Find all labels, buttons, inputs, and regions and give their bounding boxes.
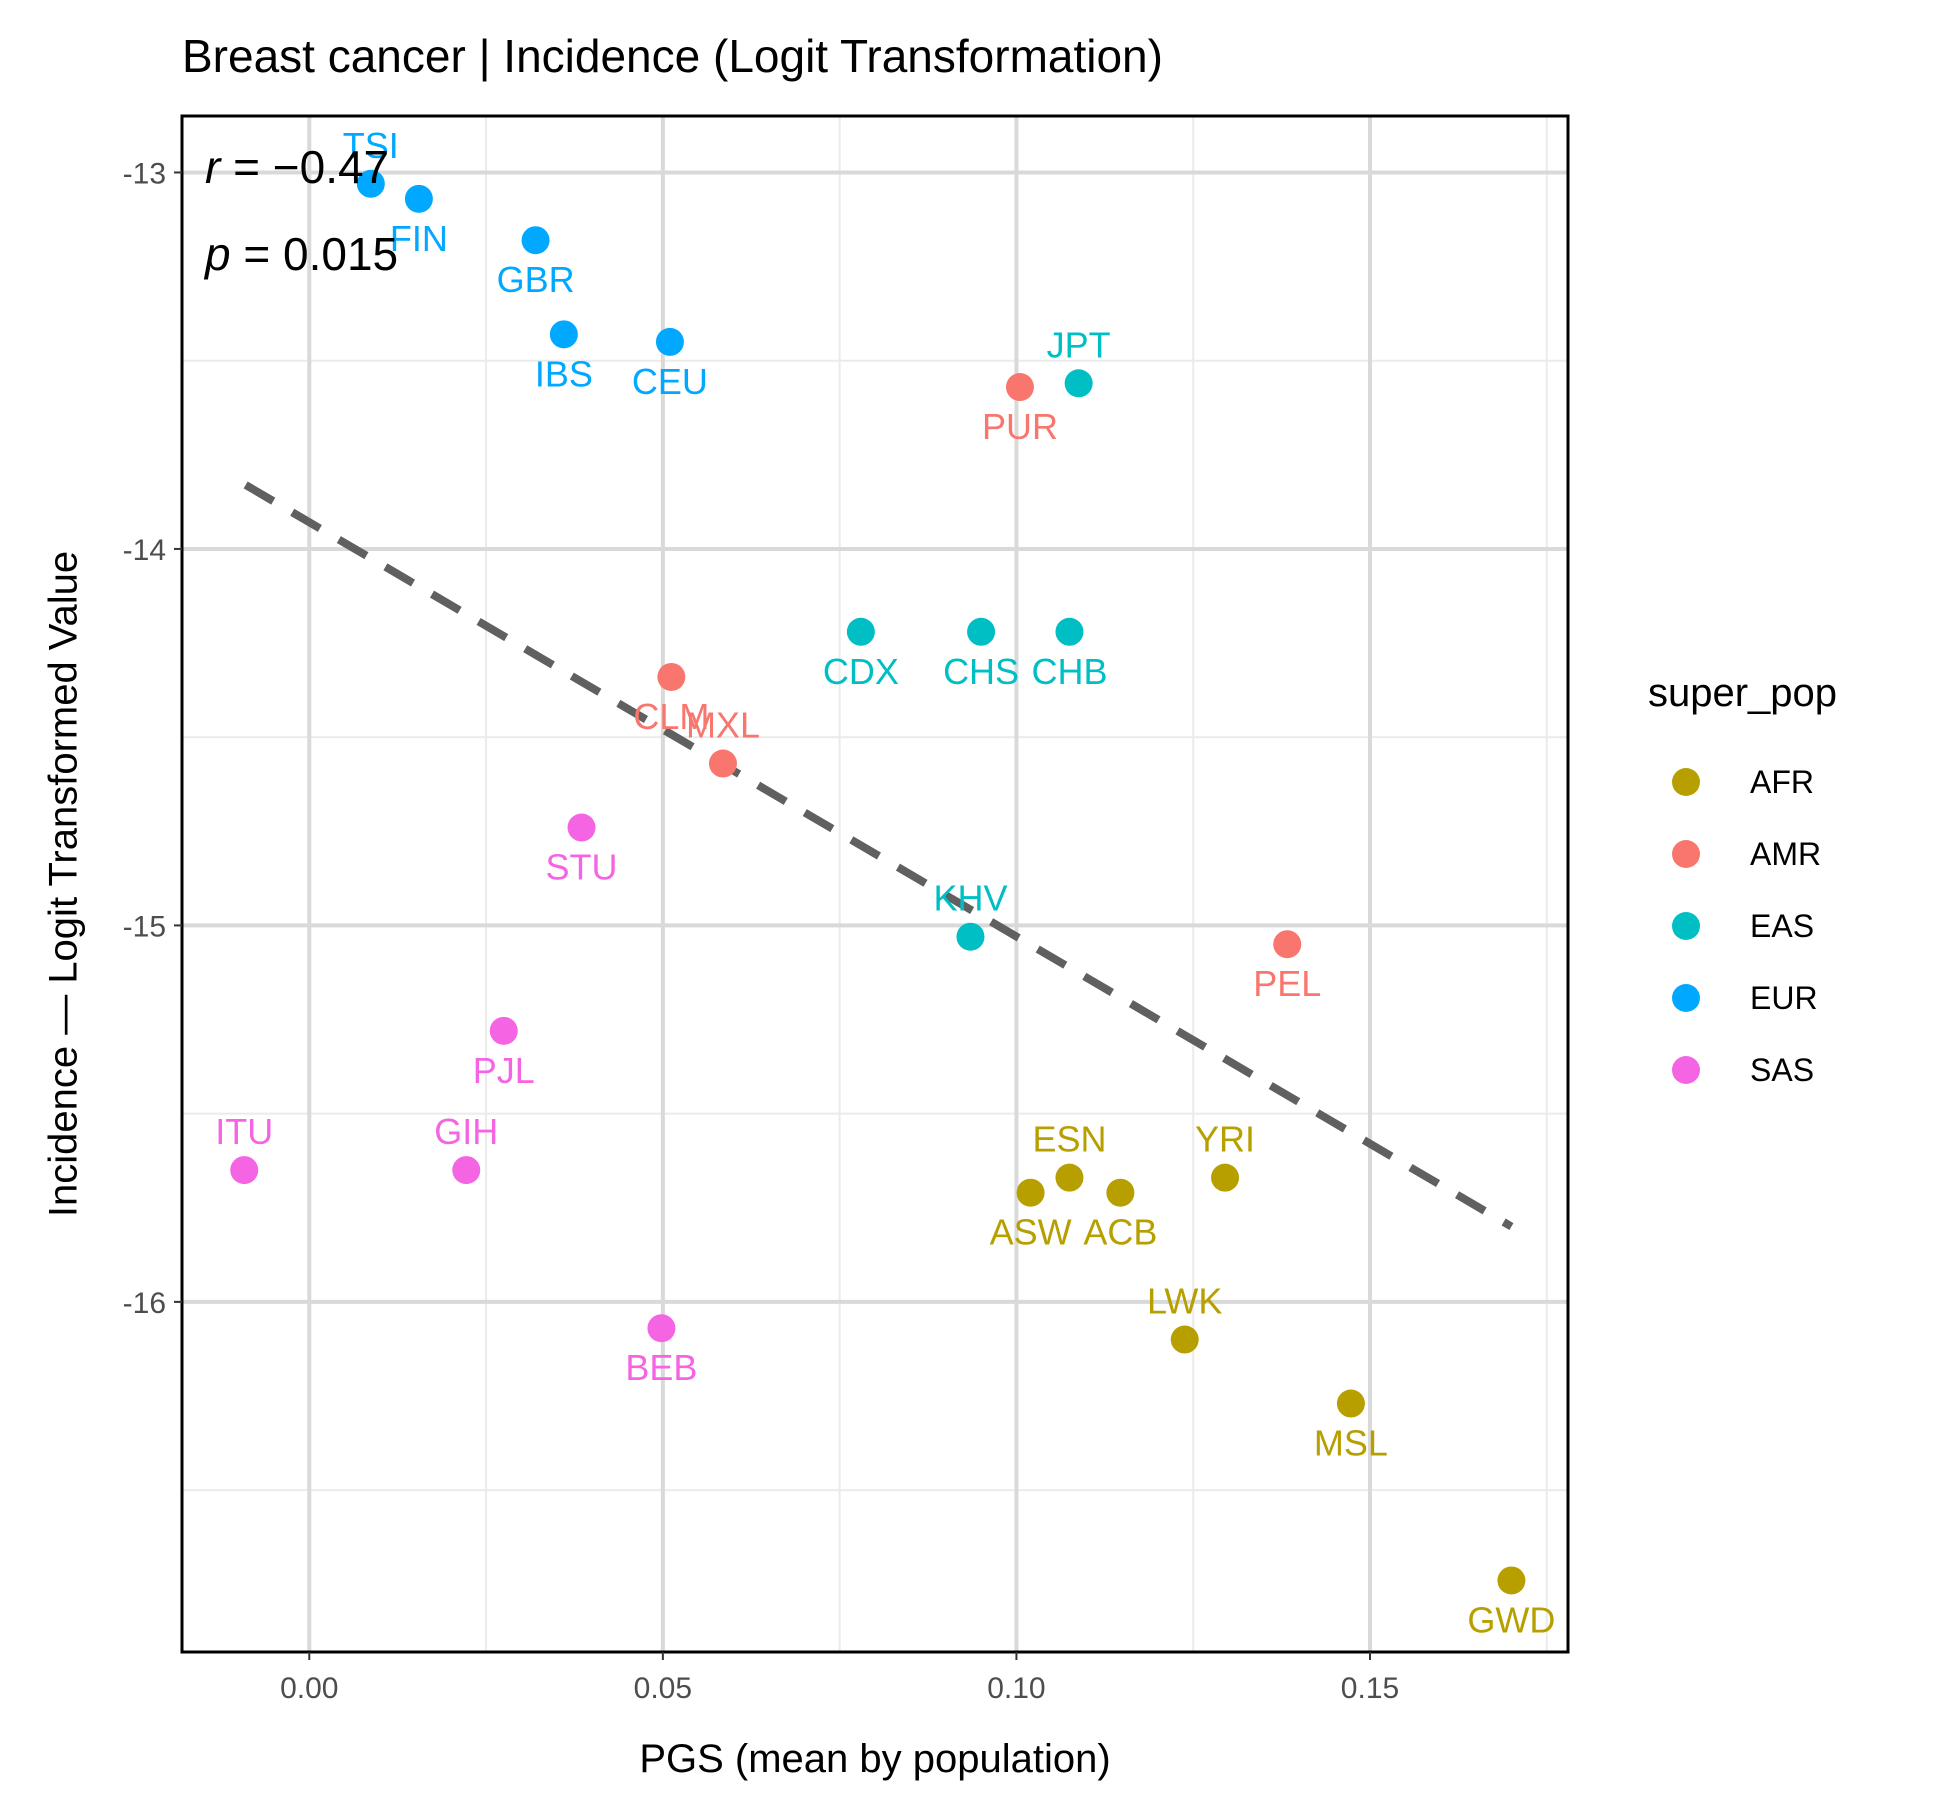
- point-label-msl: MSL: [1314, 1423, 1388, 1464]
- p-value: = 0.015: [231, 228, 399, 280]
- p-symbol: p: [203, 228, 231, 280]
- point-label-pel: PEL: [1253, 963, 1321, 1004]
- legend-key-afr: [1672, 768, 1700, 796]
- point-label-ibs: IBS: [535, 353, 593, 394]
- data-point-yri: [1211, 1163, 1240, 1192]
- regression-line-layer: [243, 481, 1514, 1231]
- data-point-pur: [1005, 373, 1034, 402]
- x-tick-label: 0.05: [634, 1672, 692, 1705]
- legend-label-amr: AMR: [1750, 836, 1821, 872]
- data-point-msl: [1336, 1389, 1365, 1418]
- data-point-beb: [647, 1314, 676, 1343]
- point-label-gbr: GBR: [497, 259, 575, 300]
- legend-label-eas: EAS: [1750, 908, 1814, 944]
- x-tick-label: 0.15: [1341, 1672, 1399, 1705]
- x-tick-label: 0.10: [987, 1672, 1045, 1705]
- point-label-mxl: MXL: [686, 705, 760, 746]
- point-label-pur: PUR: [982, 406, 1058, 447]
- data-point-ceu: [655, 327, 684, 356]
- data-point-chs: [967, 617, 996, 646]
- legend-key-amr: [1672, 840, 1700, 868]
- regression-line: [243, 481, 1514, 1231]
- data-point-acb: [1106, 1178, 1135, 1207]
- data-point-jpt: [1064, 369, 1093, 398]
- data-point-stu: [567, 813, 596, 842]
- y-tick-label: -15: [123, 910, 166, 943]
- point-label-tsi: TSI: [343, 125, 399, 166]
- point-label-gih: GIH: [434, 1111, 498, 1152]
- point-label-beb: BEB: [625, 1347, 697, 1388]
- point-label-lwk: LWK: [1147, 1281, 1222, 1322]
- r-symbol: r: [205, 141, 222, 193]
- legend: super_pop AFR AMR EAS EUR SAS: [1648, 671, 1837, 1088]
- point-label-cdx: CDX: [823, 651, 899, 692]
- legend-key-eas: [1672, 912, 1700, 940]
- y-axis-title: Incidence — Logit Transformed Value: [42, 551, 86, 1217]
- point-label-esn: ESN: [1032, 1119, 1106, 1160]
- point-label-fin: FIN: [390, 218, 448, 259]
- legend-title: super_pop: [1648, 671, 1837, 715]
- data-point-gbr: [521, 226, 550, 255]
- data-point-itu: [230, 1156, 259, 1185]
- data-point-mxl: [708, 749, 737, 778]
- legend-key-sas: [1672, 1056, 1700, 1084]
- grid: [182, 116, 1568, 1652]
- legend-label-sas: SAS: [1750, 1052, 1814, 1088]
- chart-title: Breast cancer | Incidence (Logit Transfo…: [182, 30, 1163, 82]
- point-label-khv: KHV: [933, 878, 1007, 919]
- data-point-chb: [1055, 617, 1084, 646]
- point-label-yri: YRI: [1195, 1119, 1255, 1160]
- point-label-chb: CHB: [1031, 651, 1107, 692]
- data-point-cdx: [846, 617, 875, 646]
- data-point-pjl: [489, 1016, 518, 1045]
- point-label-itu: ITU: [215, 1111, 273, 1152]
- r-value: = −0.47: [220, 141, 389, 193]
- x-axis-title: PGS (mean by population): [639, 1737, 1110, 1781]
- data-point-ibs: [549, 320, 578, 349]
- data-point-asw: [1016, 1178, 1045, 1207]
- data-point-pel: [1273, 930, 1302, 959]
- p-value-annotation: p = 0.015: [203, 228, 398, 280]
- data-point-clm: [657, 662, 686, 691]
- point-label-clm: CLM: [633, 696, 709, 737]
- point-label-chs: CHS: [943, 651, 1019, 692]
- legend-label-eur: EUR: [1750, 980, 1818, 1016]
- point-label-pjl: PJL: [473, 1050, 535, 1091]
- point-label-gwd: GWD: [1467, 1599, 1555, 1640]
- point-label-jpt: JPT: [1047, 324, 1111, 365]
- data-point-gwd: [1497, 1566, 1526, 1595]
- data-point-khv: [956, 922, 985, 951]
- data-point-lwk: [1170, 1325, 1199, 1354]
- point-label-acb: ACB: [1083, 1212, 1157, 1253]
- point-label-stu: STU: [546, 847, 618, 888]
- data-point-esn: [1055, 1163, 1084, 1192]
- points-layer: [230, 169, 1526, 1595]
- axis-ticks: 0.00 0.05 0.10 0.15 -13 -14 -15 -16: [123, 157, 1400, 1705]
- plot-panel-border: [180, 114, 1570, 1654]
- legend-label-afr: AFR: [1750, 764, 1814, 800]
- y-tick-label: -14: [123, 534, 166, 567]
- point-label-ceu: CEU: [632, 361, 708, 402]
- data-point-gih: [452, 1156, 481, 1185]
- point-label-asw: ASW: [990, 1212, 1072, 1253]
- correlation-annotation: r = −0.47: [205, 141, 389, 193]
- data-point-fin: [404, 184, 433, 213]
- legend-key-eur: [1672, 984, 1700, 1012]
- y-tick-label: -13: [123, 157, 166, 190]
- data-point-tsi: [356, 169, 385, 198]
- x-tick-label: 0.00: [280, 1672, 338, 1705]
- y-tick-label: -16: [123, 1287, 166, 1320]
